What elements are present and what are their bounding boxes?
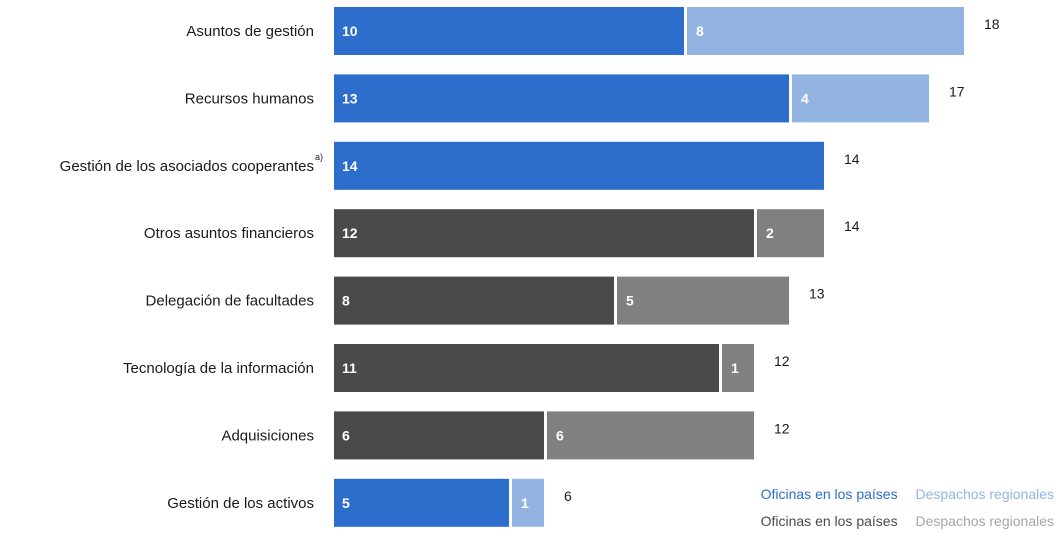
bar-regional-offices-label: 8: [696, 23, 704, 39]
bar-total-label: 18: [984, 16, 1000, 32]
category-label: Gestión de los activos: [167, 495, 314, 512]
bar-regional-offices-label: 4: [801, 90, 809, 106]
bar-country-offices-label: 10: [342, 23, 358, 39]
bar-total-label: 14: [844, 151, 860, 167]
bar-country-offices: [334, 478, 509, 527]
legend-gray: Oficinas en los países Despachos regiona…: [747, 513, 1054, 529]
bar-country-offices-label: 13: [342, 90, 358, 106]
category-label: Adquisiciones: [221, 427, 314, 444]
bar-total-label: 14: [844, 218, 860, 234]
legend-blue-regional-offices: Despachos regionales: [915, 486, 1054, 502]
bar-total-label: 13: [809, 286, 825, 302]
bar-regional-offices-label: 1: [521, 495, 529, 511]
category-label: Tecnología de la información: [123, 360, 314, 377]
bar-regional-offices: [547, 411, 754, 460]
bar-country-offices-label: 14: [342, 158, 358, 174]
bar-country-offices-label: 5: [342, 495, 350, 511]
bar-regional-offices-label: 1: [731, 360, 739, 376]
bar-regional-offices: [722, 344, 754, 392]
legend-gray-country-offices: Oficinas en los países: [760, 513, 898, 529]
bar-regional-offices: [757, 209, 824, 258]
bar-country-offices: [334, 7, 684, 55]
legend-blue-country-offices: Oficinas en los países: [760, 486, 898, 502]
bar-regional-offices-label: 2: [766, 225, 774, 241]
bar-country-offices: [334, 209, 754, 258]
bar-total-label: 12: [774, 420, 790, 436]
category-label: Gestión de los asociados cooperantes: [60, 158, 314, 175]
bar-country-offices: [334, 141, 824, 190]
category-label: Otros asuntos financieros: [144, 225, 314, 242]
bar-total-label: 6: [564, 488, 572, 504]
bar-country-offices-label: 6: [342, 427, 350, 443]
category-label: Recursos humanos: [185, 90, 314, 107]
legend-gray-regional-offices: Despachos regionales: [915, 513, 1054, 529]
category-footnote: a): [315, 152, 323, 162]
bar-total-label: 12: [774, 353, 790, 369]
bar-country-offices-label: 8: [342, 293, 350, 309]
bar-country-offices-label: 12: [342, 225, 358, 241]
bar-regional-offices-label: 6: [556, 427, 564, 443]
bar-regional-offices: [687, 7, 964, 55]
bar-regional-offices: [512, 478, 544, 527]
bar-regional-offices-label: 5: [626, 293, 634, 309]
category-label: Delegación de facultades: [146, 293, 314, 310]
bar-total-label: 17: [949, 83, 965, 99]
bar-country-offices: [334, 411, 544, 460]
bar-country-offices-label: 11: [342, 360, 357, 376]
bar-regional-offices: [792, 74, 929, 123]
bar-country-offices: [334, 74, 789, 123]
bar-country-offices: [334, 276, 614, 325]
legend-blue: Oficinas en los países Despachos regiona…: [747, 486, 1054, 502]
bar-regional-offices: [617, 276, 789, 325]
bar-country-offices: [334, 344, 719, 392]
category-label: Asuntos de gestión: [186, 23, 314, 40]
